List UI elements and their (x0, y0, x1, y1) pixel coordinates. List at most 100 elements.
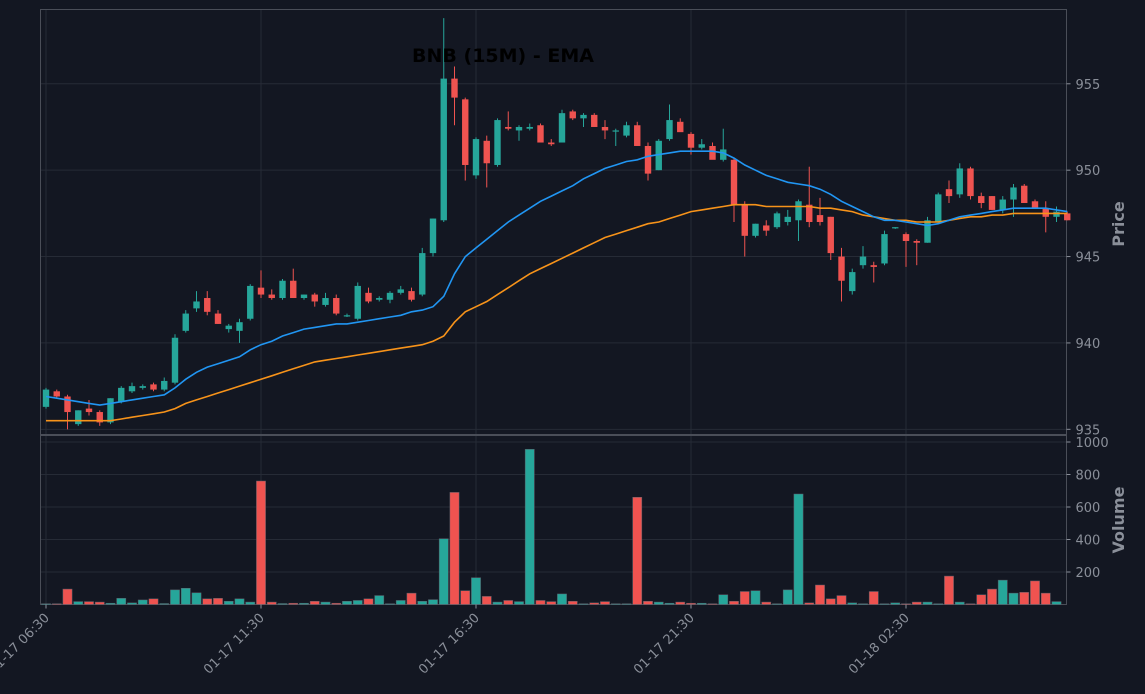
candle-body (612, 130, 619, 132)
candle-body (849, 272, 856, 292)
candle-body (247, 285, 254, 319)
volume-bar (137, 599, 148, 605)
volume-tick-labels: 200 400 600 800 1000 (1066, 436, 1109, 581)
candle-body (924, 220, 931, 243)
candle-body (591, 114, 598, 127)
candle-body (1010, 187, 1017, 200)
candle-body (935, 194, 942, 222)
candle-body (161, 380, 168, 390)
candle-body (376, 298, 383, 300)
volume-bar (1019, 592, 1030, 605)
candle-body (300, 294, 308, 299)
candle-body (580, 114, 587, 119)
candle-body (75, 410, 82, 425)
volume-bar (84, 601, 94, 605)
candle-body (720, 149, 727, 160)
volume-bar (707, 603, 718, 605)
volume-grid (40, 435, 1067, 605)
volume-bar (729, 601, 739, 605)
candle-body (687, 133, 695, 148)
candle-body (881, 234, 888, 264)
candle-body (816, 215, 824, 222)
volume-bar (718, 594, 729, 605)
candle-body (279, 280, 286, 299)
candle-body (730, 159, 738, 205)
volume-bar (428, 599, 438, 605)
volume-bar (245, 601, 256, 605)
volume-tick-label: 200 (1076, 566, 1101, 581)
volume-bar (331, 602, 342, 605)
volume-bar (610, 603, 621, 605)
candle-body (526, 126, 533, 129)
candle-body (698, 144, 705, 148)
candle-body (548, 142, 555, 145)
volume-bar (342, 601, 352, 605)
volume-bar (299, 602, 309, 605)
candle-body (214, 313, 222, 324)
volume-bar (557, 593, 567, 605)
candle-body (333, 298, 340, 314)
volume-bar (234, 598, 245, 605)
candle-body (655, 140, 662, 171)
candle-body (999, 199, 1006, 210)
candle-body (773, 213, 781, 228)
volume-bar (815, 584, 825, 605)
volume-bar (868, 591, 879, 605)
candle-body (311, 294, 318, 302)
candle-body (784, 216, 791, 222)
volume-bar (62, 588, 73, 605)
candle-body (472, 139, 480, 176)
volume-axis-label: Volume (1109, 486, 1128, 553)
candle-body (806, 204, 813, 222)
volume-bar (696, 602, 707, 605)
candle-body (118, 387, 125, 402)
candle-body (440, 78, 447, 221)
price-axis-label: Price (1109, 201, 1128, 247)
volume-bar (804, 602, 815, 605)
candle-body (505, 126, 512, 129)
volume-bar (901, 603, 911, 605)
candle-body (483, 140, 490, 164)
volume-bar (180, 588, 191, 605)
volume-bar (105, 602, 116, 605)
volume-bar (170, 589, 180, 605)
volume-bar (51, 603, 62, 605)
candle-body (386, 292, 394, 300)
candle-body (988, 196, 996, 210)
candle-body (42, 389, 50, 407)
volume-bar (675, 601, 686, 605)
volume-bar (395, 600, 406, 605)
volume-bar (41, 603, 51, 605)
volume-bar (589, 602, 600, 605)
candle-body (225, 325, 232, 330)
candle-body (182, 313, 189, 331)
candle-body (343, 315, 351, 317)
volume-bar (879, 603, 890, 605)
volume-bar (858, 603, 868, 605)
candle-body (53, 391, 60, 397)
candle-body (171, 337, 179, 383)
candle-body (1064, 213, 1071, 221)
candle-body (741, 204, 748, 236)
candle-body (322, 298, 329, 305)
volume-bar (825, 598, 836, 605)
candle-body (945, 189, 953, 197)
candle-body (150, 384, 157, 390)
volume-bar (417, 601, 428, 605)
candle-body (978, 196, 985, 203)
candle-body (451, 78, 458, 98)
candle-body (204, 298, 211, 312)
volume-bar (987, 588, 997, 605)
candle-body (419, 253, 426, 295)
candle-body (752, 223, 759, 236)
volume-bar (772, 603, 782, 605)
candle-body (107, 398, 114, 423)
volume-bar (793, 493, 804, 605)
volume-bar (73, 601, 84, 605)
candle-body (795, 201, 802, 221)
candle-body (1021, 185, 1028, 203)
volume-bar (352, 600, 363, 605)
price-tick-label: 945 (1076, 251, 1101, 266)
price-tick-labels: 935 940 945 950 955 (1066, 78, 1101, 438)
candle-body (601, 126, 609, 131)
